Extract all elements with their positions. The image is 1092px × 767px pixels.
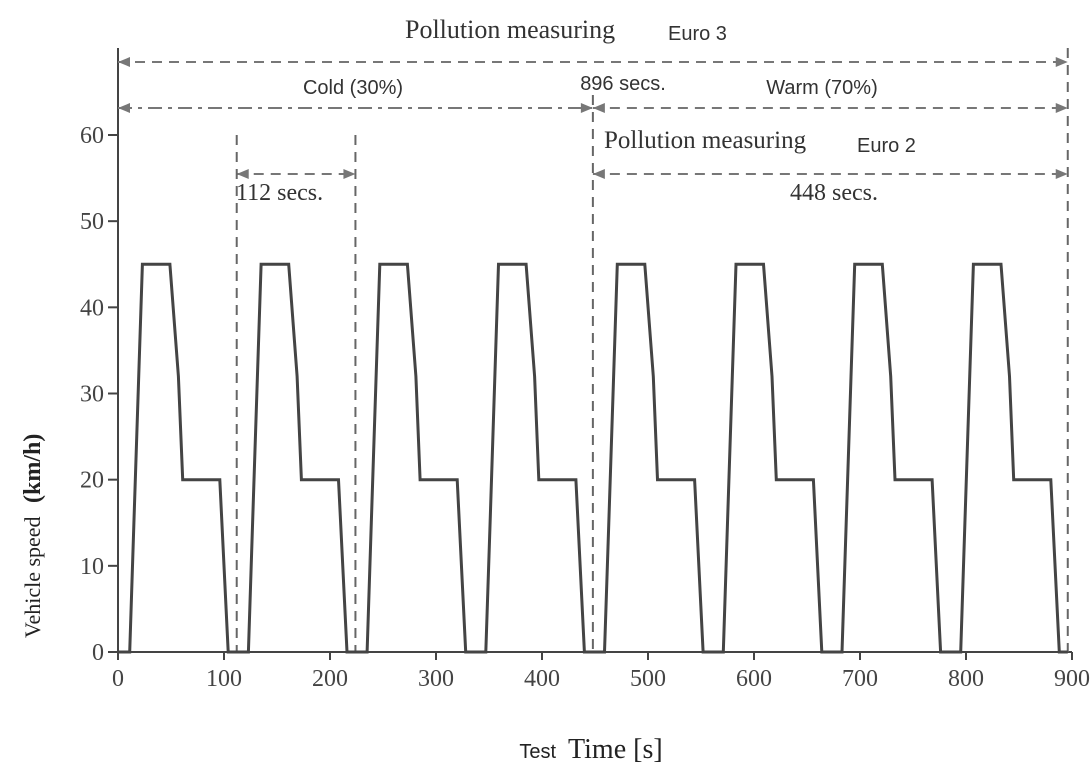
euro2-duration-label: 448 secs. [790, 180, 878, 206]
speed-series-line [118, 262, 1068, 654]
y-tick-label: 50 [80, 209, 104, 235]
warm-arrow-head-right [1055, 103, 1068, 113]
x-axis-label-text: Time [s] [568, 734, 663, 765]
y-tick-label: 40 [80, 295, 104, 321]
x-tick-label: 300 [418, 666, 454, 692]
cycle-arrow-head-right [343, 169, 356, 179]
cold-arrow-head-left [118, 103, 130, 113]
y-tick-label: 30 [80, 382, 104, 408]
x-tick-label: 100 [206, 666, 242, 692]
x-axis-label: Test Time [s] [519, 734, 662, 765]
x-tick-label: 400 [524, 666, 560, 692]
x-tick-label: 600 [736, 666, 772, 692]
y-axis-label-unit: (km/h) [20, 434, 46, 503]
cycle-arrow-head-left [236, 169, 249, 179]
x-axis-label-prefix: Test [519, 741, 556, 763]
x-tick-label: 800 [948, 666, 984, 692]
euro3-arrow-head-right [1055, 57, 1068, 67]
total-label: 896 secs. [580, 73, 666, 95]
euro2-tag: Euro 2 [857, 135, 916, 157]
euro2-arrow-head-left [592, 169, 605, 179]
x-tick-label: 0 [112, 666, 124, 692]
x-tick-label: 500 [630, 666, 666, 692]
y-tick-label: 20 [80, 468, 104, 494]
cold-label: Cold (30%) [303, 77, 403, 99]
euro2-title: Pollution measuring [604, 127, 807, 154]
cycle-label: 112 secs. [236, 180, 323, 206]
y-tick-label: 0 [92, 640, 104, 666]
cold-arrow-head-right [580, 103, 593, 113]
euro3-title: Pollution measuring [405, 15, 615, 44]
euro3-arrow-head-left [118, 57, 130, 67]
y-tick-label: 60 [80, 123, 104, 149]
y-tick-label: 10 [80, 554, 104, 580]
y-axis-label: Vehicle speed (km/h) [20, 434, 46, 638]
x-tick-label: 700 [842, 666, 878, 692]
x-tick-label: 200 [312, 666, 348, 692]
ticks: 0 100 200 300 400 500 600 700 800 900 0 10 20 30 40 50 6… [80, 123, 1090, 692]
y-axis-label-text: Vehicle speed [20, 516, 45, 638]
annotations [118, 48, 1069, 652]
warm-label: Warm (70%) [766, 77, 877, 99]
warm-arrow-head-left [592, 103, 605, 113]
euro3-tag: Euro 3 [668, 23, 727, 45]
x-tick-label: 900 [1054, 666, 1090, 692]
euro2-arrow-head-right [1055, 169, 1068, 179]
